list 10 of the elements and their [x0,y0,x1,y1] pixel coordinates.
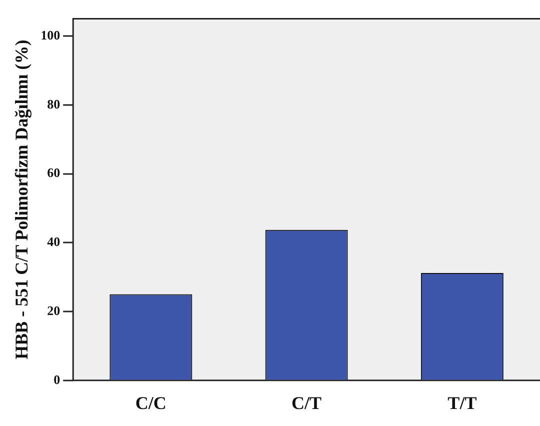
y-tick-label: 60 [47,165,60,180]
y-axis-title: HBB - 551 C/T Polimorfizm Dağılımı (%) [11,40,32,360]
y-tick-label: 40 [47,234,60,250]
x-tick-label: C/C [135,392,166,413]
y-tick-label: 20 [47,302,60,318]
x-tick-label: T/T [448,392,477,413]
x-tick-label: C/T [292,392,322,413]
y-tick-label: 100 [40,27,60,42]
y-tick-label: 80 [47,96,60,112]
y-tick-label: 0 [54,372,60,387]
